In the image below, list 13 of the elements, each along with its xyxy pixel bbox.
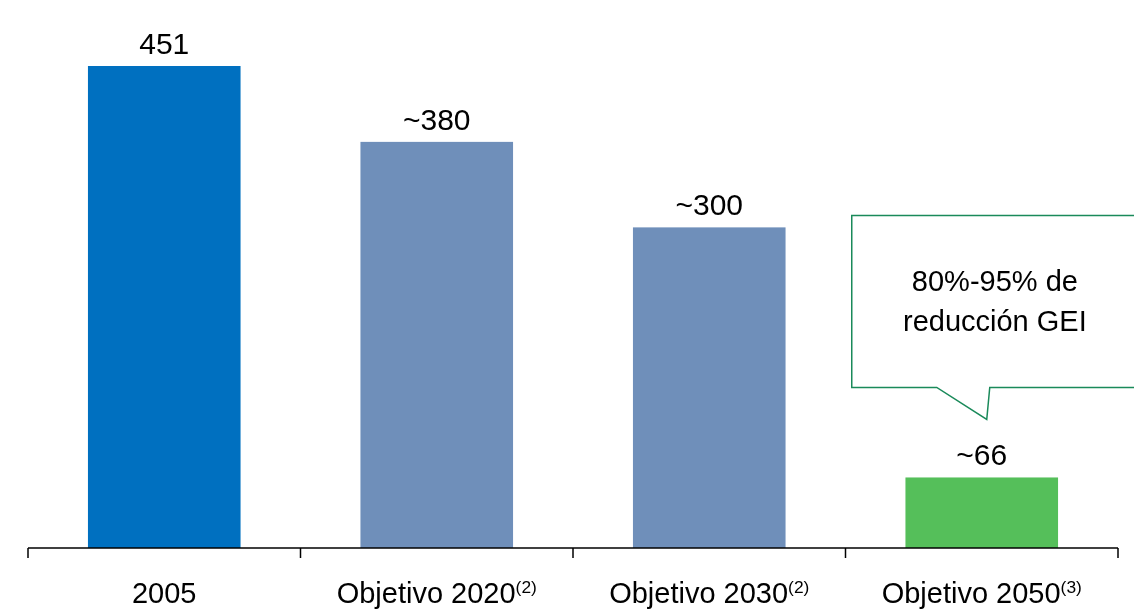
data-label: 451 xyxy=(139,27,190,60)
data-label: ~300 xyxy=(675,188,744,222)
data-label: ~380 xyxy=(402,102,471,136)
bar xyxy=(87,66,241,548)
bar xyxy=(360,141,514,548)
x-tick-label: Objetivo 2050$^{(3)}$ xyxy=(881,577,1082,609)
data-label: ~66 xyxy=(956,438,1008,472)
annotation: 80%-95% de reducción GEI xyxy=(902,265,1087,338)
x-tick-label: Objetivo 2020$^{(2)}$ xyxy=(336,577,537,609)
x-tick-label: 2005 xyxy=(131,577,197,609)
bar xyxy=(905,477,1059,548)
x-tick-label: Objetivo 2030$^{(2)}$ xyxy=(609,577,810,609)
bar xyxy=(632,227,786,548)
